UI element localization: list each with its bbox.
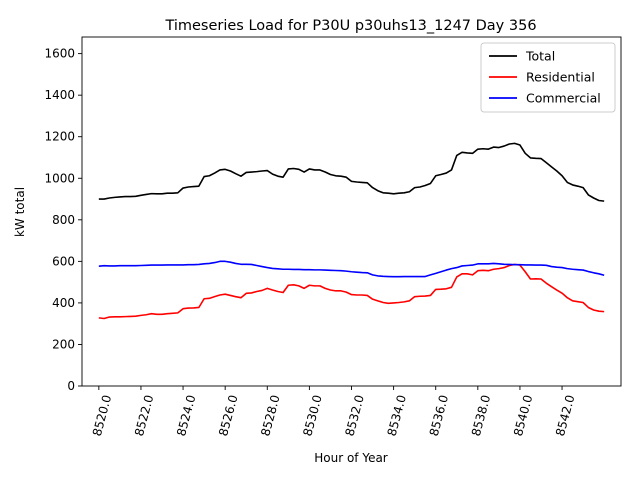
x-tick-label: 8540.0	[511, 393, 535, 437]
x-tick-label: 8532.0	[343, 393, 367, 437]
x-tick-label: 8522.0	[132, 393, 156, 437]
x-tick-label: 8538.0	[469, 393, 493, 437]
series-line-commercial	[98, 260, 605, 278]
x-tick-label: 8528.0	[258, 393, 282, 437]
x-axis-label: Hour of Year	[314, 451, 388, 465]
y-tick-label: 0	[67, 379, 75, 393]
series-layer	[98, 142, 605, 320]
x-tick-label: 8524.0	[174, 393, 198, 437]
y-tick-label: 600	[52, 254, 75, 268]
legend-label-residential: Residential	[526, 70, 595, 85]
legend-label-commercial: Commercial	[526, 91, 601, 106]
y-tick-label: 800	[52, 213, 75, 227]
chart-title: Timeseries Load for P30U p30uhs13_1247 D…	[164, 18, 536, 34]
y-tick-label: 1000	[44, 171, 75, 185]
x-tick-label: 8542.0	[553, 393, 577, 437]
y-tick-label: 200	[52, 337, 75, 351]
x-tick-label: 8536.0	[427, 393, 451, 437]
series-line-total	[98, 142, 605, 202]
legend-box	[480, 42, 616, 113]
y-tick-label: 400	[52, 296, 75, 310]
y-axis-label: kW total	[13, 187, 27, 237]
axes-layer: 0 200 400 600 800 1000 1200 1400 1600 8520.0 8522.…	[44, 36, 622, 438]
y-tick-label: 1600	[44, 47, 75, 61]
legend: Total Residential Commercial	[480, 42, 616, 113]
x-tick-label: 8530.0	[300, 393, 324, 437]
legend-label-total: Total	[525, 49, 555, 64]
y-tick-label: 1200	[44, 130, 75, 144]
x-tick-label: 8526.0	[216, 393, 240, 437]
x-tick-label: 8520.0	[90, 393, 114, 437]
series-line-residential	[98, 263, 605, 320]
y-tick-label: 1400	[44, 88, 75, 102]
x-tick-label: 8534.0	[385, 393, 409, 437]
